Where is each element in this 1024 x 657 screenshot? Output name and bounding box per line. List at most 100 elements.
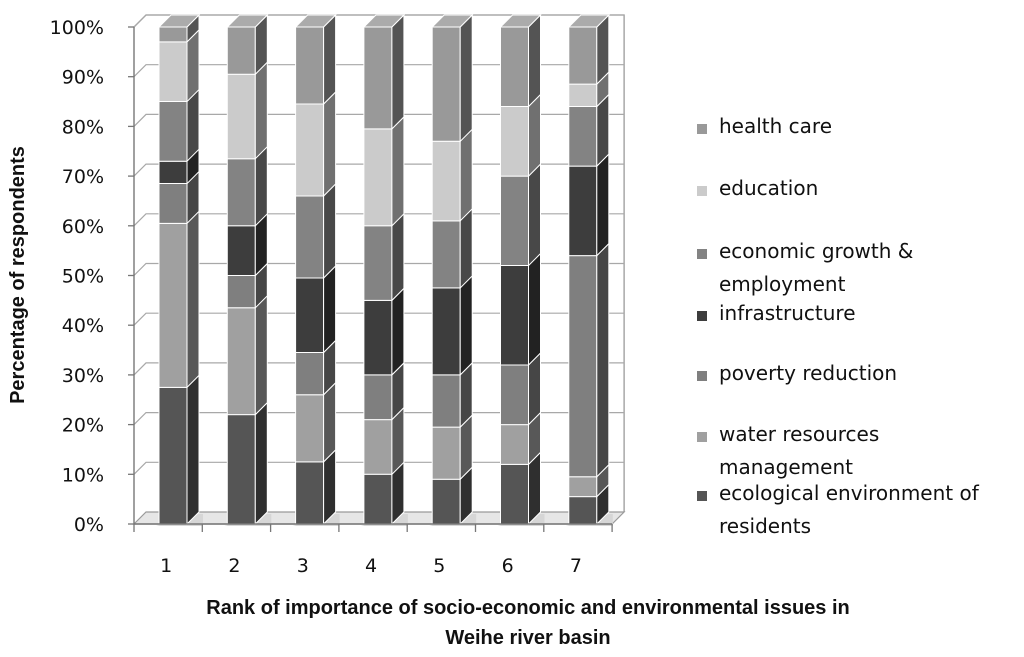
bar-front xyxy=(431,26,461,142)
x-tick-label: 6 xyxy=(502,555,514,577)
bar-top xyxy=(499,14,542,28)
bar-segment xyxy=(226,145,268,228)
bar-segment xyxy=(431,128,473,223)
bar-front xyxy=(500,26,529,108)
legend-label: ecological environment of xyxy=(719,481,980,505)
bar-side xyxy=(528,252,541,367)
bar-front xyxy=(568,26,598,85)
bar-front xyxy=(295,26,325,105)
bar-front xyxy=(363,128,393,227)
bar-front xyxy=(431,478,461,525)
y-tick-label: 50% xyxy=(62,266,104,288)
bar-segment xyxy=(295,182,337,280)
legend-item: poverty reduction xyxy=(697,361,897,385)
bar-front xyxy=(500,463,529,525)
bar-side xyxy=(323,448,337,526)
legend-item: water resources management xyxy=(697,422,879,479)
bar-front xyxy=(226,225,256,276)
y-tick-label: 60% xyxy=(62,216,104,238)
bar-segment xyxy=(568,483,610,526)
bar-segment xyxy=(226,13,269,76)
bar-stack-4 xyxy=(360,13,408,526)
bar-segment xyxy=(500,252,541,367)
y-tick-label: 100% xyxy=(50,17,104,39)
bar-front xyxy=(568,83,598,108)
bar-front xyxy=(431,426,461,480)
bar-side xyxy=(528,162,541,267)
bar-front xyxy=(363,299,393,376)
y-tick-label: 0% xyxy=(74,514,104,536)
bar-top xyxy=(362,14,406,28)
bar-side xyxy=(323,182,337,280)
bar-segment xyxy=(500,451,541,526)
bar-segment xyxy=(294,13,337,106)
bar-segment xyxy=(226,212,268,277)
x-tick-labels: 1 2 3 4 5 6 7 xyxy=(160,555,582,577)
bar-side xyxy=(528,93,541,178)
bar-segment xyxy=(567,13,611,86)
bar-front xyxy=(295,277,325,354)
bar-front xyxy=(500,364,529,426)
legend-item: education xyxy=(697,176,818,200)
legend-label: poverty reduction xyxy=(719,361,897,385)
bar-front xyxy=(226,275,256,309)
bar-top xyxy=(294,14,337,28)
bar-front xyxy=(500,106,529,177)
legend-item: ecological environment of residents xyxy=(697,481,980,538)
bar-segment xyxy=(363,461,405,526)
x-tick-label: 4 xyxy=(365,555,377,577)
bar-side xyxy=(459,274,473,377)
y-tick-labels: 0% 10% 20% 30% 40% 50% 60% 70% 80% 90% 100% xyxy=(50,17,104,536)
bar-front xyxy=(158,222,188,388)
bar-segment xyxy=(362,13,406,131)
bar-front xyxy=(226,158,256,227)
bar-segment xyxy=(295,264,337,354)
bar-side xyxy=(391,13,405,131)
bar-segment xyxy=(568,70,610,108)
x-axis-title-line: Rank of importance of socio-economic and… xyxy=(206,597,849,619)
bar-top xyxy=(567,14,611,28)
bar-segment xyxy=(158,88,200,163)
bar-side xyxy=(323,90,337,198)
y-tick-label: 80% xyxy=(62,116,104,138)
bar-front xyxy=(431,287,461,376)
bar-series xyxy=(156,13,613,526)
bar-segment xyxy=(500,162,541,267)
bar-segment xyxy=(431,274,473,377)
bar-front xyxy=(568,106,598,167)
bar-side xyxy=(254,145,268,228)
x-axis-title: Rank of importance of socio-economic and… xyxy=(206,597,849,649)
bar-side xyxy=(391,115,405,228)
bar-front xyxy=(295,352,325,396)
bar-front xyxy=(158,386,188,525)
bar-front xyxy=(568,165,598,257)
bar-side xyxy=(323,381,337,464)
axes xyxy=(128,26,613,532)
bar-front xyxy=(431,140,461,222)
legend-swatch xyxy=(697,249,707,259)
bar-front xyxy=(500,424,529,465)
bar-front xyxy=(158,101,188,162)
x-tick-label: 3 xyxy=(297,555,309,577)
bar-side xyxy=(186,374,200,526)
bar-segment xyxy=(363,361,405,421)
bar-top xyxy=(430,14,474,28)
bar-stack-5 xyxy=(429,13,477,526)
bar-side xyxy=(459,207,473,290)
bar-front xyxy=(226,414,256,525)
bar-side xyxy=(391,212,405,302)
bar-stack-1 xyxy=(156,13,203,526)
bar-segment xyxy=(157,13,201,44)
bar-segment xyxy=(500,411,541,466)
y-tick-label: 40% xyxy=(62,315,104,337)
bar-segment xyxy=(500,351,541,426)
legend-label: infrastructure xyxy=(719,301,856,325)
bar-segment xyxy=(295,90,337,198)
legend-label: economic growth & xyxy=(719,239,913,263)
legend-item: infrastructure xyxy=(697,301,856,325)
bar-side xyxy=(254,61,268,160)
bar-front xyxy=(158,183,188,224)
legend-item: economic growth & employment xyxy=(697,239,913,296)
bar-segment xyxy=(363,115,405,228)
